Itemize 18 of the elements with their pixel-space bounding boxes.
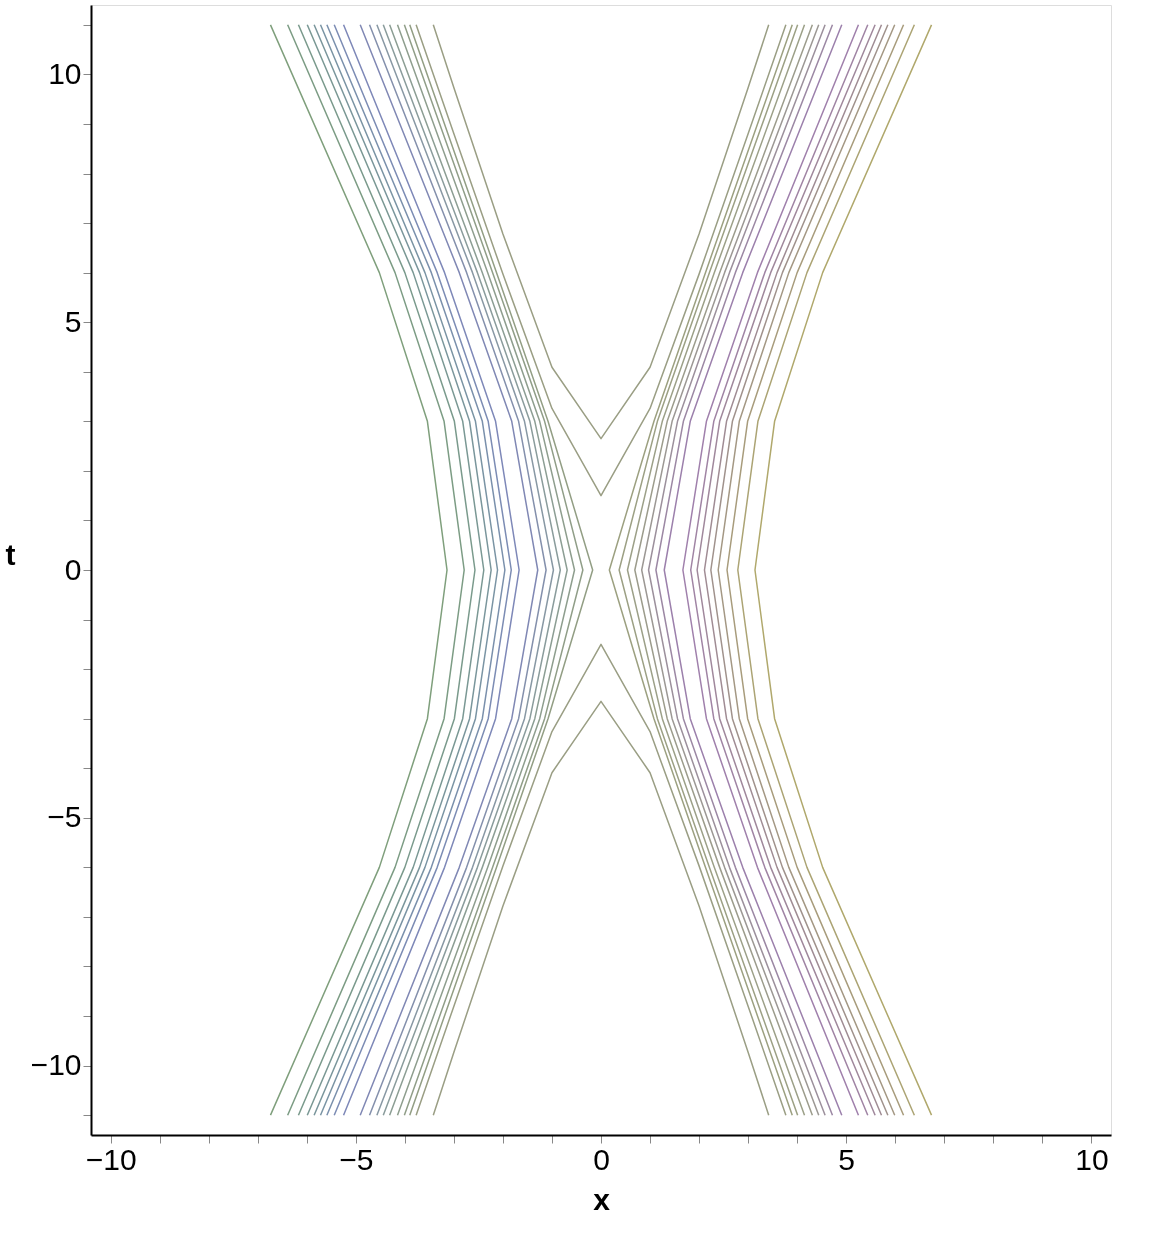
line-series <box>432 24 770 440</box>
line-series <box>754 24 933 1116</box>
y-axis-title: t <box>5 537 16 571</box>
x-tick-label: 5 <box>838 1142 856 1176</box>
y-tick-label: −10 <box>30 1048 82 1082</box>
x-axis-title: x <box>593 1182 611 1216</box>
line-series <box>415 643 787 1116</box>
x-tick-label: −5 <box>339 1142 374 1176</box>
y-tick-label: 10 <box>48 56 82 90</box>
line-series <box>415 24 787 497</box>
y-tick-label: 5 <box>64 304 82 338</box>
y-tick-label: −5 <box>47 800 82 834</box>
line-series <box>269 24 448 1116</box>
x-tick-label: 10 <box>1075 1142 1109 1176</box>
x-tick-label: 0 <box>593 1142 610 1176</box>
line-series <box>432 700 770 1116</box>
y-tick-label: 0 <box>64 552 82 586</box>
x-tick-label: −10 <box>85 1142 137 1176</box>
